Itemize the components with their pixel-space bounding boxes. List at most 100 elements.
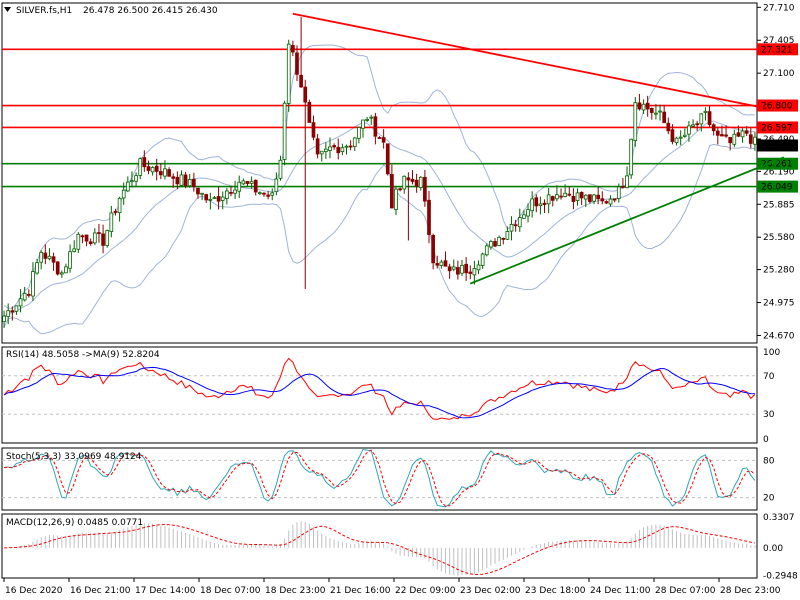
- candle-body[interactable]: [2, 315, 6, 322]
- candle-body[interactable]: [670, 129, 675, 142]
- trendline-down[interactable]: [292, 12, 764, 109]
- candle-body[interactable]: [348, 145, 353, 148]
- candle-body[interactable]: [150, 167, 155, 173]
- candle-body[interactable]: [72, 248, 77, 252]
- candle-body[interactable]: [460, 264, 464, 274]
- candle-body[interactable]: [592, 194, 596, 202]
- candle-body[interactable]: [559, 195, 563, 198]
- candle-body[interactable]: [253, 179, 258, 193]
- candle-body[interactable]: [245, 181, 250, 184]
- candle-body[interactable]: [369, 116, 374, 119]
- candle-body[interactable]: [666, 122, 671, 132]
- candle-body[interactable]: [258, 192, 262, 195]
- candle-body[interactable]: [64, 266, 68, 274]
- candle-body[interactable]: [736, 132, 741, 137]
- candle-body[interactable]: [220, 196, 225, 201]
- candle-body[interactable]: [14, 305, 19, 312]
- candle-body[interactable]: [682, 134, 687, 137]
- candle-body[interactable]: [175, 176, 180, 185]
- candle-body[interactable]: [674, 137, 679, 144]
- candle-body[interactable]: [43, 252, 48, 259]
- candle-body[interactable]: [377, 137, 382, 139]
- candle-body[interactable]: [505, 231, 510, 240]
- candle-body[interactable]: [51, 256, 56, 263]
- candle-body[interactable]: [92, 232, 97, 244]
- candle-body[interactable]: [608, 198, 613, 205]
- candle-body[interactable]: [138, 158, 143, 176]
- candle-body[interactable]: [324, 148, 328, 152]
- candle-body[interactable]: [303, 86, 308, 103]
- candle-body[interactable]: [18, 298, 23, 307]
- candle-body[interactable]: [414, 179, 419, 187]
- candle-body[interactable]: [286, 43, 291, 104]
- candle-body[interactable]: [266, 194, 270, 197]
- candle-body[interactable]: [315, 138, 320, 155]
- candle-body[interactable]: [497, 236, 501, 246]
- candle-body[interactable]: [381, 137, 386, 143]
- rsi-panel[interactable]: 100 70 30 0: [1, 346, 780, 445]
- candle-body[interactable]: [629, 138, 634, 176]
- candle-body[interactable]: [97, 232, 101, 234]
- candle-body[interactable]: [546, 194, 551, 205]
- candle-body[interactable]: [464, 263, 468, 274]
- candle-body[interactable]: [208, 198, 213, 201]
- candle-body[interactable]: [526, 209, 530, 217]
- candle-body[interactable]: [621, 186, 625, 188]
- candle-body[interactable]: [336, 146, 341, 154]
- candle-body[interactable]: [55, 261, 60, 275]
- candle-body[interactable]: [604, 201, 609, 204]
- candle-body[interactable]: [192, 178, 196, 188]
- candle-body[interactable]: [130, 180, 134, 183]
- candle-body[interactable]: [699, 113, 704, 125]
- candle-body[interactable]: [352, 137, 357, 147]
- candle-body[interactable]: [340, 147, 345, 152]
- candle-body[interactable]: [101, 233, 105, 246]
- candle-body[interactable]: [125, 181, 130, 192]
- price-panel[interactable]: 27.71027.40527.10026.79526.49026.19025.8…: [1, 2, 798, 344]
- candle-body[interactable]: [295, 52, 299, 75]
- candle-body[interactable]: [282, 102, 287, 160]
- candle-body[interactable]: [418, 176, 423, 188]
- candle-body[interactable]: [563, 192, 567, 197]
- candle-body[interactable]: [171, 176, 176, 179]
- candle-body[interactable]: [542, 202, 547, 205]
- candle-body[interactable]: [579, 191, 584, 199]
- candle-body[interactable]: [233, 189, 237, 194]
- candle-body[interactable]: [522, 214, 526, 219]
- candle-body[interactable]: [472, 268, 477, 276]
- candle-body[interactable]: [357, 127, 361, 139]
- candle-body[interactable]: [270, 192, 275, 196]
- candle-body[interactable]: [744, 130, 749, 134]
- candle-body[interactable]: [31, 271, 35, 297]
- candle-body[interactable]: [715, 130, 720, 136]
- candle-body[interactable]: [402, 175, 407, 190]
- candle-body[interactable]: [439, 261, 444, 266]
- candle-body[interactable]: [728, 136, 733, 144]
- candle-body[interactable]: [229, 192, 233, 194]
- candle-body[interactable]: [241, 180, 246, 185]
- candle-body[interactable]: [163, 168, 167, 177]
- candle-body[interactable]: [398, 188, 402, 191]
- candle-body[interactable]: [476, 264, 481, 271]
- candle-body[interactable]: [740, 130, 745, 138]
- candle-body[interactable]: [720, 134, 724, 137]
- candle-body[interactable]: [468, 271, 473, 274]
- candle-body[interactable]: [654, 112, 658, 115]
- candle-body[interactable]: [10, 310, 15, 313]
- candle-body[interactable]: [649, 107, 654, 113]
- candle-body[interactable]: [493, 241, 497, 247]
- candle-body[interactable]: [225, 190, 229, 199]
- candle-body[interactable]: [394, 188, 398, 210]
- candle-body[interactable]: [707, 111, 712, 126]
- candle-body[interactable]: [274, 178, 279, 193]
- candle-body[interactable]: [703, 110, 708, 113]
- candle-body[interactable]: [291, 45, 295, 53]
- candle-body[interactable]: [489, 241, 493, 248]
- candle-body[interactable]: [612, 198, 617, 201]
- macd-panel[interactable]: 0.3307 0.00 -0.2948: [1, 513, 798, 582]
- candle-body[interactable]: [513, 224, 518, 227]
- candle-body[interactable]: [410, 178, 415, 182]
- candle-body[interactable]: [583, 194, 588, 200]
- candle-body[interactable]: [658, 110, 662, 113]
- candle-body[interactable]: [695, 123, 700, 126]
